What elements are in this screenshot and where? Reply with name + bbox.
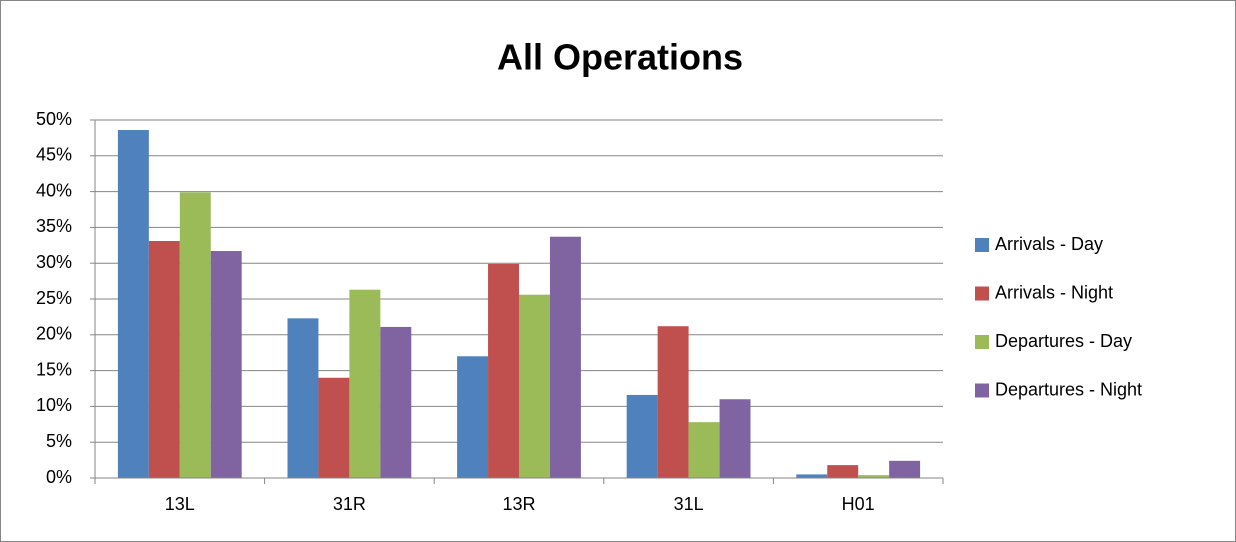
y-tick-label: 0% bbox=[46, 467, 72, 487]
bar bbox=[827, 465, 859, 478]
y-tick-label: 35% bbox=[36, 216, 72, 236]
bar bbox=[457, 356, 489, 478]
x-tick-label: 13L bbox=[165, 494, 195, 514]
y-tick-label: 50% bbox=[36, 109, 72, 129]
y-tick-label: 5% bbox=[46, 431, 72, 451]
x-tick-label: H01 bbox=[842, 494, 875, 514]
bar bbox=[117, 130, 149, 479]
y-tick-label: 40% bbox=[36, 180, 72, 200]
legend-swatch bbox=[975, 383, 989, 398]
bar bbox=[148, 241, 180, 478]
bar bbox=[719, 399, 751, 478]
bar bbox=[380, 326, 412, 478]
y-tick-label: 45% bbox=[36, 145, 72, 165]
bar bbox=[796, 474, 828, 478]
y-tick-label: 30% bbox=[36, 252, 72, 272]
legend-label: Departures - Night bbox=[995, 379, 1142, 399]
x-tick-label: 31L bbox=[674, 494, 704, 514]
legend-label: Arrivals - Night bbox=[995, 282, 1113, 302]
bar bbox=[318, 377, 350, 478]
bar bbox=[210, 251, 242, 478]
bar bbox=[287, 318, 319, 478]
bar bbox=[858, 475, 890, 478]
bar bbox=[179, 192, 211, 479]
y-tick-label: 25% bbox=[36, 288, 72, 308]
bar bbox=[688, 422, 720, 478]
legend-label: Arrivals - Day bbox=[995, 234, 1103, 254]
y-tick-label: 10% bbox=[36, 395, 72, 415]
legend-swatch bbox=[975, 335, 989, 349]
bar bbox=[349, 289, 381, 478]
y-tick-label: 20% bbox=[36, 324, 72, 344]
bar bbox=[657, 326, 689, 478]
bar bbox=[519, 294, 550, 478]
x-tick-label: 13R bbox=[502, 494, 535, 514]
bar bbox=[549, 236, 581, 478]
chart-title: All Operations bbox=[497, 37, 743, 78]
legend-swatch bbox=[975, 238, 989, 252]
x-tick-label: 31R bbox=[333, 494, 366, 514]
legend-label: Departures - Day bbox=[995, 331, 1132, 351]
bar bbox=[488, 263, 519, 478]
bar bbox=[889, 460, 921, 478]
bar bbox=[626, 394, 658, 478]
legend-swatch bbox=[975, 286, 989, 301]
y-tick-label: 15% bbox=[36, 359, 72, 379]
